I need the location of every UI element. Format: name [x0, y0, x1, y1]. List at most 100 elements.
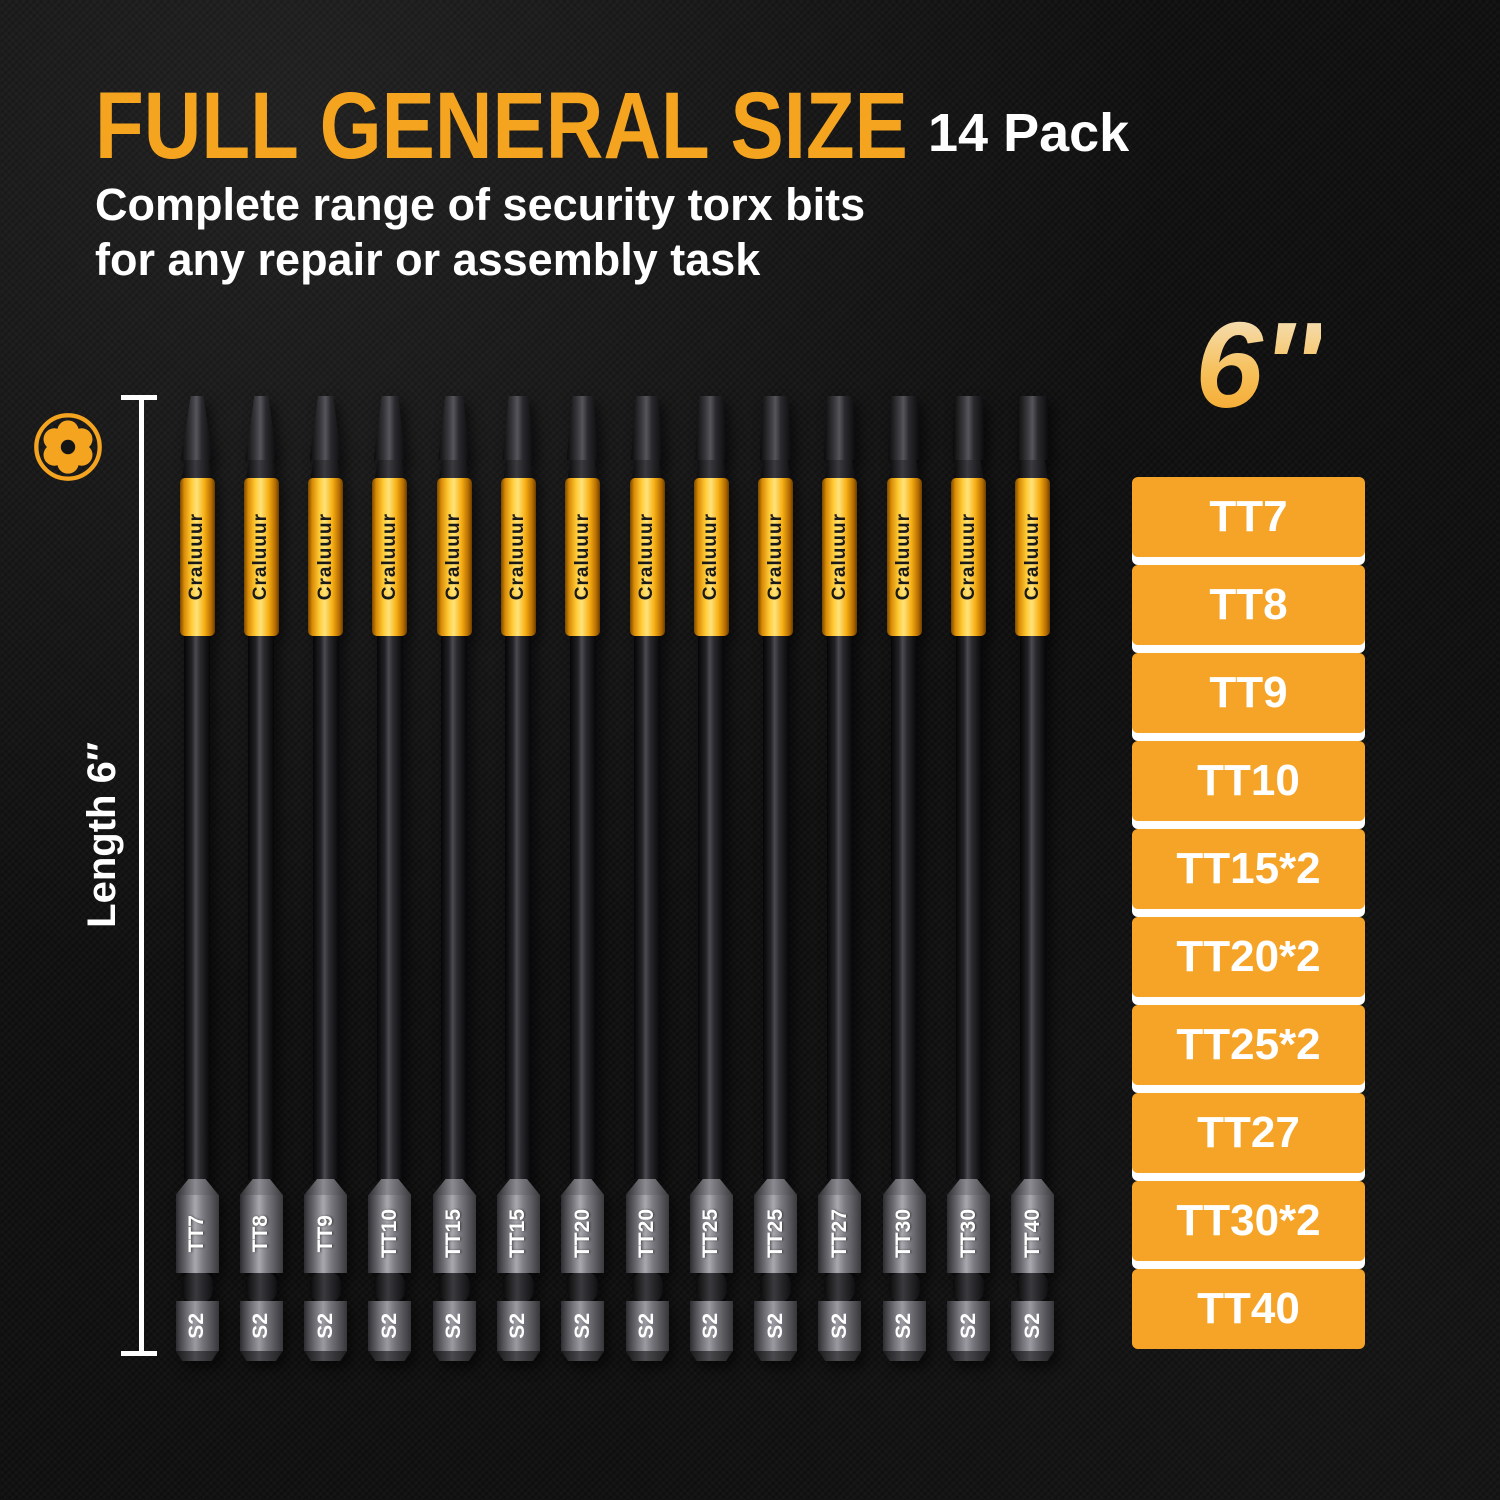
size-list-item: TT7 [1132, 477, 1365, 557]
bit-brand-label: Craluuur [250, 513, 272, 601]
bit-hex-shank: S2 [432, 1301, 476, 1351]
bit-shaft [762, 636, 789, 1179]
ruler-line [139, 395, 144, 1356]
size-box-label: TT30*2 [1176, 1196, 1321, 1245]
size-box-label: TT20*2 [1176, 932, 1321, 981]
bit-hex-chamfer [1011, 1179, 1055, 1195]
size-list-item: TT20*2 [1132, 917, 1365, 997]
bit-brand-label: Craluuur [314, 513, 336, 601]
bit-brand-label: Craluuur [186, 513, 207, 601]
bit-material-label: S2 [699, 1313, 723, 1339]
bit-hex-section: TT15 [496, 1195, 540, 1273]
size-list: TT7 TT8 TT9 TT10 TT15*2 TT20*2 TT25*2 TT… [1132, 477, 1365, 1349]
bit-brand-band: Craluuur [886, 478, 922, 636]
bit-hex-chamfer [368, 1179, 412, 1195]
bit-shaft [955, 636, 982, 1179]
bit-shaft [441, 636, 468, 1179]
bit-material-label: S2 [249, 1313, 273, 1339]
size-list-item: TT9 [1132, 653, 1365, 733]
bit-hex-chamfer [818, 1179, 862, 1195]
bit-hex-shank: S2 [882, 1301, 926, 1351]
bit-collar [439, 460, 470, 478]
bit-hex-chamfer [947, 1179, 991, 1195]
bit-brand-band: Craluuur [243, 478, 279, 636]
bit-shaft [376, 636, 403, 1179]
bit-hex-chamfer [304, 1179, 348, 1195]
bit-end [496, 1351, 540, 1361]
bit-hex-chamfer [625, 1179, 669, 1195]
bit-shaft [634, 636, 661, 1179]
size-box-label: TT15*2 [1176, 844, 1321, 893]
bit-material-label: S2 [506, 1313, 530, 1339]
torx-bit: Craluuur TT8 S2 [239, 396, 283, 1366]
torx-bit: Craluuur TT15 S2 [496, 396, 540, 1366]
bit-brand-band: Craluuur [822, 478, 858, 636]
size-box-label: TT9 [1209, 668, 1288, 717]
bit-size-label: TT40 [1020, 1209, 1044, 1259]
bit-hex-chamfer [561, 1179, 605, 1195]
size-list-item: TT8 [1132, 565, 1365, 645]
bit-hex-chamfer [175, 1179, 219, 1195]
subtitle-line-1: Complete range of security torx bits [95, 179, 866, 230]
bit-end [175, 1351, 219, 1361]
bit-brand-label: Craluuur [957, 513, 979, 601]
bit-torx-tip [695, 396, 728, 460]
bit-brand-band: Craluuur [951, 478, 987, 636]
bit-torx-tip [502, 396, 535, 460]
bit-end [947, 1351, 991, 1361]
bit-brand-band: Craluuur [565, 478, 601, 636]
bit-torx-tip [438, 396, 471, 460]
bit-brand-band: Craluuur [629, 478, 665, 636]
bit-collar [1017, 460, 1048, 478]
bit-groove [567, 1273, 599, 1301]
bit-size-label: TT7 [185, 1215, 208, 1253]
bit-hex-section: TT30 [947, 1195, 991, 1273]
size-box-label: TT7 [1209, 492, 1288, 541]
bit-brand-label: Craluuur [378, 513, 400, 601]
bit-collar [503, 460, 534, 478]
bit-end [304, 1351, 348, 1361]
bit-collar [632, 460, 663, 478]
bit-groove [888, 1273, 920, 1301]
bit-hex-section: TT10 [368, 1195, 412, 1273]
size-box-label: TT10 [1197, 756, 1300, 805]
bit-size-label: TT15 [506, 1209, 530, 1259]
bits-row: Craluuur TT7 S2 Craluuur TT8 [175, 396, 1055, 1366]
bit-brand-band: Craluuur [758, 478, 794, 636]
bit-material-label: S2 [635, 1313, 659, 1339]
torx-bit: Craluuur TT15 S2 [432, 396, 476, 1366]
bit-hex-section: TT20 [561, 1195, 605, 1273]
torx-bit: Craluuur TT30 S2 [947, 396, 991, 1366]
bit-torx-tip [823, 396, 856, 460]
bit-material-label: S2 [313, 1313, 337, 1339]
bit-torx-tip [245, 396, 278, 460]
bit-hex-shank: S2 [818, 1301, 862, 1351]
bit-groove [502, 1273, 534, 1301]
bit-groove [374, 1273, 406, 1301]
bit-collar [953, 460, 984, 478]
bit-torx-tip [181, 396, 213, 460]
page-title: FULL GENERAL SIZE [95, 73, 908, 179]
length-6-inch-label: 6″ [1195, 297, 1322, 433]
bit-collar [824, 460, 855, 478]
bit-brand-band: Craluuur [500, 478, 536, 636]
bit-collar [889, 460, 920, 478]
bit-end [625, 1351, 669, 1361]
torx-bit: Craluuur TT7 S2 [175, 396, 219, 1366]
bit-end [818, 1351, 862, 1361]
bit-end [882, 1351, 926, 1361]
bit-groove [438, 1273, 470, 1301]
bit-brand-band: Craluuur [179, 478, 215, 636]
bit-brand-label: Craluuur [571, 513, 593, 601]
bit-brand-label: Craluuur [443, 513, 465, 601]
bit-hex-section: TT27 [818, 1195, 862, 1273]
bit-collar [374, 460, 405, 478]
bit-torx-tip [566, 396, 599, 460]
bit-hex-shank: S2 [239, 1301, 283, 1351]
bit-torx-tip [631, 396, 664, 460]
torx-bit: Craluuur TT25 S2 [689, 396, 733, 1366]
bit-hex-shank: S2 [689, 1301, 733, 1351]
bit-size-label: TT25 [763, 1209, 787, 1259]
bit-end [561, 1351, 605, 1361]
torx-bit: Craluuur TT30 S2 [882, 396, 926, 1366]
